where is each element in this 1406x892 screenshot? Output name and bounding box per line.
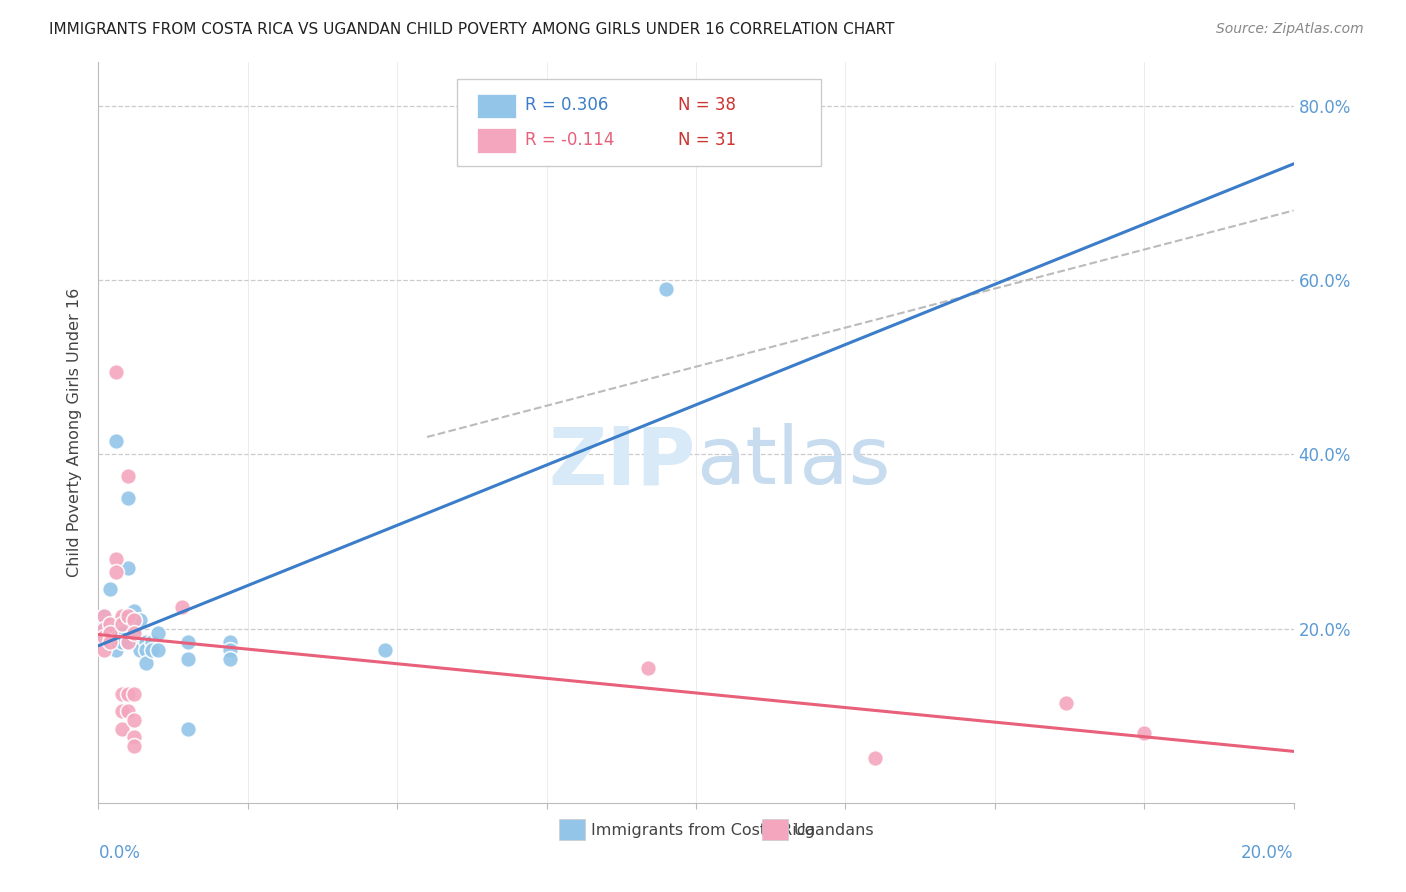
Point [655,282,678,296]
Text: N = 31: N = 31 [678,131,737,149]
Point [98,617,122,632]
Point [124,604,146,618]
FancyBboxPatch shape [762,819,787,840]
Point [124,626,146,640]
FancyBboxPatch shape [477,94,516,118]
Text: 0.0%: 0.0% [98,844,141,862]
Point [129,634,152,648]
Point [865,750,887,764]
Point [124,613,146,627]
Point [93,622,115,636]
Point [219,643,242,657]
Point [124,739,146,754]
Point [148,626,170,640]
Point [1056,696,1078,710]
Point [93,617,115,632]
Point [93,608,115,623]
Point [117,469,139,483]
Point [1133,726,1156,740]
Point [105,434,128,449]
Point [111,626,134,640]
Point [135,657,157,671]
Point [637,661,659,675]
Point [105,634,128,648]
Y-axis label: Child Poverty Among Girls Under 16: Child Poverty Among Girls Under 16 [67,288,83,577]
Point [172,599,194,614]
Text: ZIP: ZIP [548,423,696,501]
Point [219,634,242,648]
Point [111,608,134,623]
Point [98,634,122,648]
FancyBboxPatch shape [477,128,516,153]
Point [117,560,139,574]
Text: IMMIGRANTS FROM COSTA RICA VS UGANDAN CHILD POVERTY AMONG GIRLS UNDER 16 CORRELA: IMMIGRANTS FROM COSTA RICA VS UGANDAN CH… [49,22,894,37]
Point [129,643,152,657]
Point [117,491,139,505]
Point [98,626,122,640]
Point [105,565,128,579]
Point [105,622,128,636]
Text: atlas: atlas [696,423,890,501]
Point [135,634,157,648]
Point [117,634,139,648]
Point [141,634,163,648]
Point [105,552,128,566]
Text: Immigrants from Costa Rica: Immigrants from Costa Rica [591,822,815,838]
Point [219,652,242,666]
Text: Source: ZipAtlas.com: Source: ZipAtlas.com [1216,22,1364,37]
Point [148,643,170,657]
Point [124,713,146,727]
Point [93,630,115,644]
Point [124,626,146,640]
Text: 20.0%: 20.0% [1241,844,1294,862]
Point [177,634,200,648]
Point [177,722,200,736]
Point [105,643,128,657]
Point [124,687,146,701]
Point [111,617,134,632]
Point [111,704,134,718]
Point [111,626,134,640]
Point [117,704,139,718]
Point [124,731,146,745]
Text: N = 38: N = 38 [678,95,737,113]
FancyBboxPatch shape [558,819,585,840]
Point [105,365,128,379]
Point [117,608,139,623]
Point [93,608,115,623]
Text: R = 0.306: R = 0.306 [524,95,609,113]
Point [93,643,115,657]
Point [374,643,396,657]
Point [135,643,157,657]
Point [111,722,134,736]
Point [98,634,122,648]
Point [124,617,146,632]
Point [111,613,134,627]
Point [141,643,163,657]
Point [111,687,134,701]
Text: Ugandans: Ugandans [794,822,875,838]
Text: R = -0.114: R = -0.114 [524,131,614,149]
Point [98,582,122,597]
Point [177,652,200,666]
Point [111,634,134,648]
Point [117,687,139,701]
Point [129,613,152,627]
Point [117,608,139,623]
Point [117,634,139,648]
Point [98,626,122,640]
FancyBboxPatch shape [457,78,821,166]
